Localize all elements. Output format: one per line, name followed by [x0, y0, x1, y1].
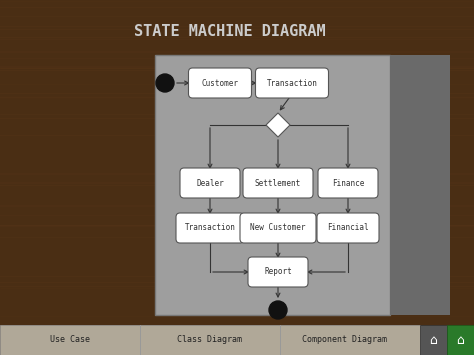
FancyBboxPatch shape [248, 257, 308, 287]
FancyBboxPatch shape [447, 325, 474, 355]
FancyBboxPatch shape [317, 213, 379, 243]
FancyBboxPatch shape [155, 55, 390, 315]
FancyBboxPatch shape [420, 325, 447, 355]
Text: Class Diagram: Class Diagram [177, 335, 243, 344]
Circle shape [269, 301, 287, 319]
FancyBboxPatch shape [0, 325, 420, 355]
Text: New Customer: New Customer [250, 224, 306, 233]
Text: Customer: Customer [201, 78, 238, 87]
Text: Settlement: Settlement [255, 179, 301, 187]
FancyBboxPatch shape [243, 168, 313, 198]
Text: Component Diagram: Component Diagram [302, 335, 388, 344]
Circle shape [273, 305, 283, 315]
Text: Report: Report [264, 268, 292, 277]
FancyBboxPatch shape [189, 68, 252, 98]
FancyBboxPatch shape [180, 168, 240, 198]
Text: ⌂: ⌂ [429, 333, 437, 346]
FancyBboxPatch shape [318, 168, 378, 198]
Text: STATE MACHINE DIAGRAM: STATE MACHINE DIAGRAM [134, 24, 326, 39]
Circle shape [156, 74, 174, 92]
FancyBboxPatch shape [255, 68, 328, 98]
FancyBboxPatch shape [176, 213, 244, 243]
Text: Use Case: Use Case [50, 335, 90, 344]
FancyBboxPatch shape [240, 213, 316, 243]
Text: Transaction: Transaction [266, 78, 318, 87]
Text: Transaction: Transaction [184, 224, 236, 233]
Text: Finance: Finance [332, 179, 364, 187]
Polygon shape [266, 113, 290, 137]
FancyBboxPatch shape [390, 55, 450, 315]
Text: ⌂: ⌂ [456, 333, 464, 346]
Text: Financial: Financial [327, 224, 369, 233]
Text: Dealer: Dealer [196, 179, 224, 187]
